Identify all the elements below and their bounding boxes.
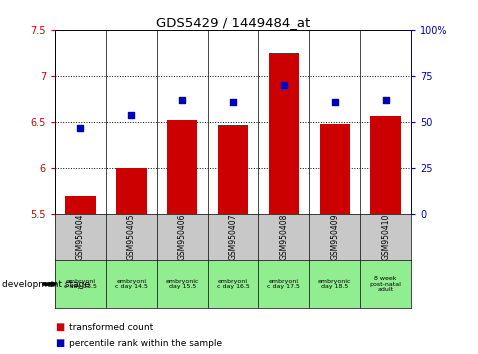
Bar: [370, 116, 401, 214]
Text: transformed count: transformed count: [69, 323, 153, 332]
Text: GSM950404: GSM950404: [76, 214, 85, 261]
Point: [178, 97, 186, 103]
Text: embryonic
day 18.5: embryonic day 18.5: [318, 279, 351, 290]
Text: ■: ■: [55, 322, 64, 332]
Text: GSM950410: GSM950410: [381, 214, 390, 261]
Point: [229, 99, 237, 105]
Text: GSM950406: GSM950406: [178, 214, 186, 261]
Point: [128, 112, 135, 118]
Bar: [167, 120, 197, 214]
Text: ■: ■: [55, 338, 64, 348]
Text: embryoni
c day 16.5: embryoni c day 16.5: [217, 279, 250, 290]
Text: GSM950408: GSM950408: [280, 214, 288, 261]
Text: percentile rank within the sample: percentile rank within the sample: [69, 339, 222, 348]
Text: embryoni
c day 14.5: embryoni c day 14.5: [115, 279, 148, 290]
Bar: [65, 196, 96, 214]
Point: [280, 82, 288, 88]
Text: embryonic
day 15.5: embryonic day 15.5: [165, 279, 199, 290]
Bar: [218, 125, 248, 214]
Bar: [319, 124, 350, 214]
Point: [331, 99, 338, 105]
Point: [382, 97, 390, 103]
Text: embryoni
c day 17.5: embryoni c day 17.5: [268, 279, 300, 290]
Text: GSM950407: GSM950407: [228, 214, 238, 261]
Bar: [116, 168, 147, 214]
Text: GSM950409: GSM950409: [330, 214, 339, 261]
Text: development stage: development stage: [2, 280, 90, 289]
Point: [76, 125, 84, 131]
Text: embryoni
c day 13.5: embryoni c day 13.5: [64, 279, 97, 290]
Bar: [269, 53, 299, 214]
Title: GDS5429 / 1449484_at: GDS5429 / 1449484_at: [156, 16, 310, 29]
Text: GSM950405: GSM950405: [127, 214, 136, 261]
Text: 8 week
post-natal
adult: 8 week post-natal adult: [369, 276, 402, 292]
